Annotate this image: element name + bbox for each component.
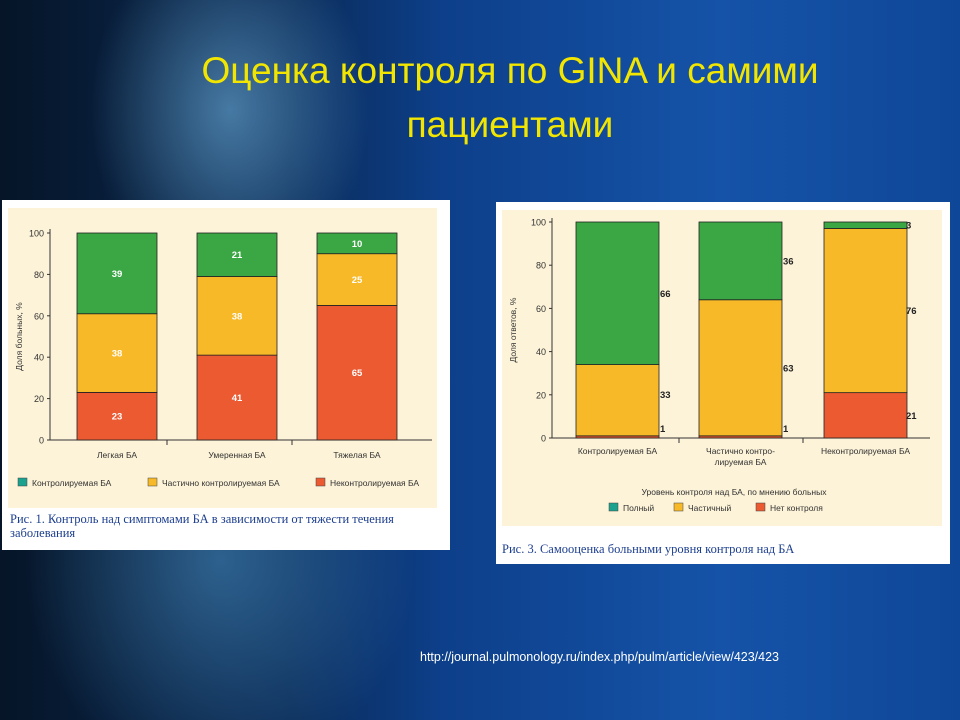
x-tick-label: Тяжелая БА <box>333 450 380 460</box>
data-label: 66 <box>660 289 671 300</box>
figure-3-panel: 0 20 40 60 80 100 Доля ответов, % 1 33 66 Контроли… <box>496 202 950 564</box>
y-tick-label: 0 <box>39 436 44 446</box>
legend-label: Частично контролируемая БА <box>162 478 280 488</box>
legend-label: Неконтролируемая БА <box>330 478 419 488</box>
legend-swatch <box>147 477 158 487</box>
data-label: 41 <box>232 393 243 404</box>
legend-label: Нет контроля <box>770 503 823 513</box>
data-label: 38 <box>232 311 243 322</box>
legend-swatch <box>17 477 28 487</box>
data-label: 21 <box>232 250 243 261</box>
y-tick-label: 40 <box>34 353 44 363</box>
bar-segment <box>698 221 783 301</box>
y-axis-label: Доля больных, % <box>14 302 24 371</box>
y-tick-label: 40 <box>536 347 546 357</box>
y-tick-label: 0 <box>541 434 546 444</box>
legend-swatch <box>608 502 619 512</box>
legend-swatch <box>673 502 684 512</box>
bar-segment <box>575 364 660 437</box>
x-tick-label: Неконтролируемая БА <box>821 446 910 456</box>
y-tick-label: 100 <box>29 229 44 239</box>
figure-1-chart: 0 20 40 60 80 100 Доля больных, % 23 38 39 Легкая … <box>14 229 432 488</box>
data-label: 63 <box>783 363 794 374</box>
slide-title: Оценка контроля по GINA и самими пациент… <box>90 44 930 152</box>
bar-segment <box>823 392 908 439</box>
figure-1-panel: 0 20 40 60 80 100 Доля больных, % 23 38 39 Легкая … <box>2 200 450 550</box>
bar-segment <box>316 232 398 255</box>
data-label: 38 <box>112 349 123 360</box>
bar-segment <box>76 313 158 393</box>
y-axis-label: Доля ответов, % <box>508 297 518 362</box>
bar-segment <box>316 305 398 441</box>
y-tick-label: 80 <box>34 270 44 280</box>
x-tick-label: Частично контро- <box>706 446 775 456</box>
data-label: 23 <box>112 412 123 423</box>
data-label: 76 <box>906 306 917 317</box>
title-line-2: пациентами <box>406 104 614 145</box>
data-label: 39 <box>112 269 123 280</box>
source-url: http://journal.pulmonology.ru/index.php/… <box>420 650 780 664</box>
x-tick-label: лируемая БА <box>715 457 767 467</box>
data-label: 36 <box>783 256 794 267</box>
legend-label: Полный <box>623 503 654 513</box>
figure-1-caption: Рис. 1. Контроль над симптомами БА в зав… <box>10 512 394 540</box>
data-label: 25 <box>352 275 363 286</box>
data-label: 3 <box>906 221 911 232</box>
legend-label: Частичный <box>688 503 732 513</box>
data-label: 21 <box>906 411 917 422</box>
bar-segment <box>575 221 660 365</box>
data-label: 1 <box>660 424 666 435</box>
bar-segment <box>698 299 783 437</box>
y-tick-label: 100 <box>531 218 546 228</box>
figure-3-caption: Рис. 3. Самооценка больными уровня контр… <box>502 542 795 556</box>
legend-label: Контролируемая БА <box>32 478 112 488</box>
data-label: 65 <box>352 368 363 379</box>
title-line-1: Оценка контроля по GINA и самими <box>201 50 819 91</box>
y-tick-label: 20 <box>536 390 546 400</box>
bar-segment <box>196 276 278 356</box>
x-tick-label: Умеренная БА <box>208 450 266 460</box>
x-tick-label: Контролируемая БА <box>578 446 658 456</box>
y-tick-label: 80 <box>536 261 546 271</box>
y-tick-label: 20 <box>34 394 44 404</box>
bar-segment <box>76 391 158 441</box>
bar-segment <box>76 232 158 315</box>
y-tick-label: 60 <box>536 304 546 314</box>
data-label: 33 <box>660 390 671 401</box>
x-axis-label: Уровень контроля над БА, по мнению больн… <box>642 487 828 497</box>
figure-3-chart: 0 20 40 60 80 100 Доля ответов, % 1 33 66 Контроли… <box>508 218 930 513</box>
data-label: 10 <box>352 239 363 250</box>
y-tick-label: 60 <box>34 311 44 321</box>
bar-segment <box>823 221 908 229</box>
legend-swatch <box>315 477 326 487</box>
bar-segment <box>823 228 908 394</box>
x-tick-label: Легкая БА <box>97 450 137 460</box>
legend-swatch <box>755 502 766 512</box>
bar-segment <box>196 354 278 441</box>
bar-segment <box>316 253 398 306</box>
bar-segment <box>196 232 278 277</box>
data-label: 1 <box>783 424 789 435</box>
